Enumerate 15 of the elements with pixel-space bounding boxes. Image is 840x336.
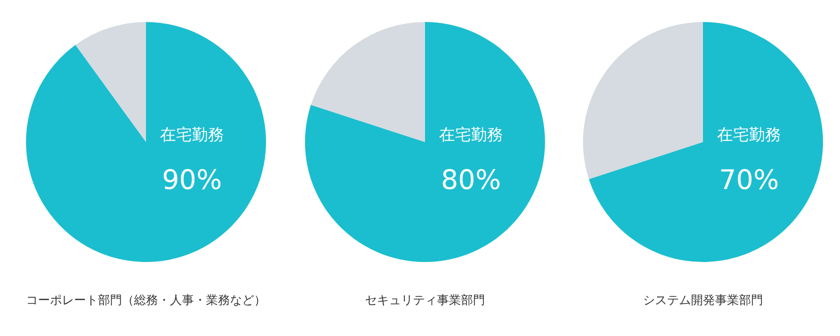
text: システム開発事業部門	[643, 293, 763, 307]
data-label: 70%	[718, 165, 780, 196]
text: コーポレート部門（総務・人事・業務など）	[26, 293, 266, 307]
slice-label: 在宅勤務	[439, 125, 503, 144]
slice-label: 在宅勤務	[160, 125, 224, 144]
slice-label: 在宅勤務	[717, 125, 781, 144]
pie-slice	[588, 22, 823, 262]
data-label: 80%	[440, 165, 502, 196]
pie-slice	[26, 22, 266, 262]
pie-slice	[310, 22, 425, 142]
text: セキュリティ事業部門	[365, 293, 485, 307]
pie-slice	[305, 22, 545, 262]
pie-slice	[75, 22, 146, 142]
pie-slice	[583, 22, 703, 180]
data-label: 90%	[162, 165, 222, 196]
